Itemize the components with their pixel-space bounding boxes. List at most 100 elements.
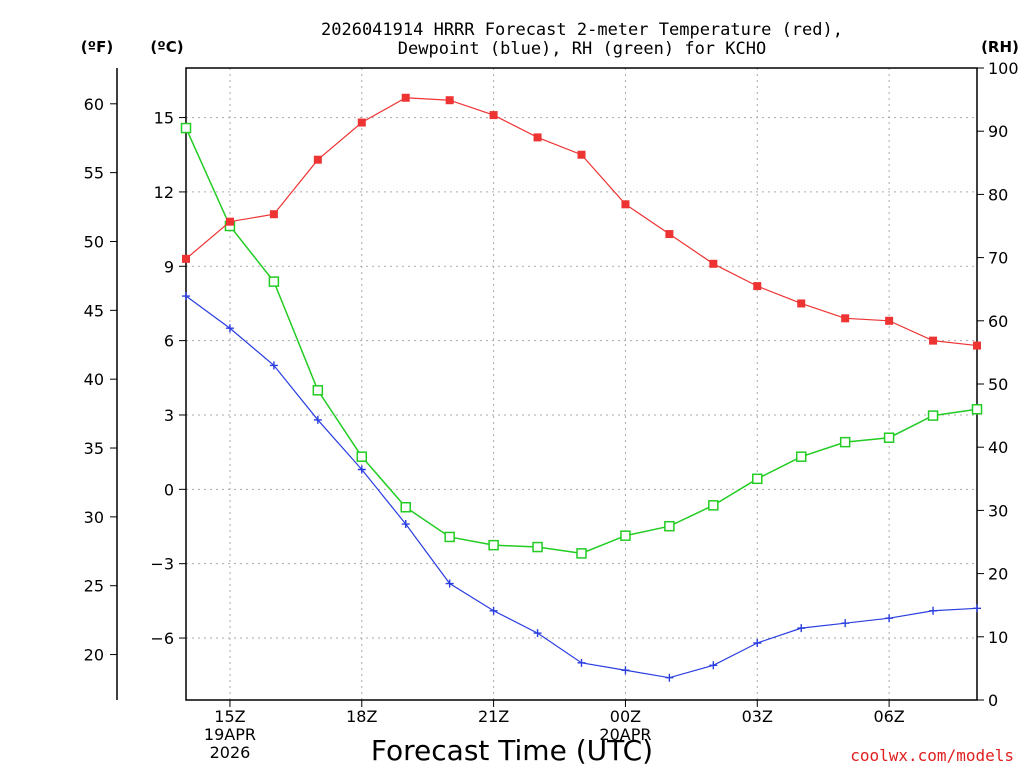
x-tick-label: 00Z — [610, 707, 641, 726]
celsius-tick-label: 3 — [164, 406, 174, 425]
dewpoint-line — [185, 295, 978, 679]
dewpoint-point — [621, 666, 630, 675]
x-tick-label: 20APR — [599, 725, 651, 744]
x-tick-label: 2026 — [210, 743, 251, 762]
dewpoint-point — [973, 604, 981, 613]
rh-point — [752, 473, 763, 485]
rh-point — [795, 451, 807, 462]
rh-point — [400, 501, 411, 513]
credit-text: coolwx.com/models — [850, 746, 1014, 765]
rh-point — [312, 385, 324, 396]
celsius-tick-label: 15 — [154, 109, 174, 128]
celsius-unit-label: (ºC) — [150, 38, 183, 56]
rh-point — [356, 451, 368, 462]
fahrenheit-tick-label: 45 — [84, 301, 104, 320]
rh-unit-label: (RH) — [981, 38, 1019, 56]
dewpoint-point — [313, 415, 322, 424]
rh-tick-label: 30 — [988, 501, 1008, 520]
dewpoint-point — [709, 661, 718, 670]
x-tick-label: 18Z — [346, 707, 377, 726]
fahrenheit-tick-label: 55 — [84, 164, 104, 183]
rh-tick-label: 40 — [988, 438, 1008, 457]
rh-point — [620, 530, 631, 541]
rh-tick-label: 0 — [988, 691, 998, 710]
temperature-point — [313, 155, 322, 164]
temperature-point — [225, 217, 234, 226]
rh-point — [488, 539, 499, 551]
chart-title-line-2: Dewpoint (blue), RH (green) for KCHO — [398, 39, 766, 59]
temperature-point — [841, 314, 850, 323]
temperature-point — [401, 93, 410, 102]
rh-point — [664, 520, 675, 532]
temperature-point — [797, 299, 806, 308]
temperature-series — [182, 93, 981, 350]
temperature-point — [885, 316, 894, 325]
fahrenheit-tick-label: 25 — [84, 577, 104, 596]
dewpoint-point — [357, 465, 366, 474]
rh-tick-label: 100 — [988, 59, 1019, 78]
celsius-tick-label: 6 — [164, 332, 174, 351]
temperature-point — [269, 210, 278, 219]
rh-point — [180, 122, 192, 134]
dewpoint-point — [797, 624, 806, 633]
chart-title-line-1: 2026041914 HRRR Forecast 2-meter Tempera… — [321, 20, 843, 40]
dewpoint-point — [885, 614, 894, 623]
dewpoint-point — [841, 619, 850, 628]
fahrenheit-tick-label: 35 — [84, 439, 104, 458]
plot-frame — [185, 67, 978, 701]
dewpoint-point — [225, 324, 234, 333]
rh-tick-label: 20 — [988, 565, 1008, 584]
temperature-point — [533, 133, 542, 142]
dewpoint-point — [489, 606, 498, 615]
temperature-point — [445, 96, 454, 105]
fahrenheit-unit-label: (ºF) — [81, 38, 113, 56]
fahrenheit-tick-label: 20 — [84, 646, 104, 665]
dewpoint-point — [533, 629, 542, 638]
dewpoint-point — [445, 579, 454, 588]
celsius-tick-label: 9 — [164, 257, 174, 276]
dewpoint-point — [269, 361, 278, 370]
fahrenheit-tick-label: 30 — [84, 508, 104, 527]
rh-point — [576, 548, 587, 559]
temperature-point — [621, 200, 630, 209]
rh-point — [444, 531, 455, 543]
celsius-tick-label: −6 — [150, 629, 174, 648]
fahrenheit-tick-label: 60 — [84, 95, 104, 114]
x-tick-label: 06Z — [873, 707, 904, 726]
rh-point — [708, 500, 719, 511]
x-axis-label: Forecast Time (UTC) — [371, 734, 653, 767]
fahrenheit-tick-label: 40 — [84, 370, 104, 389]
rh-tick-label: 90 — [988, 122, 1008, 141]
rh-tick-label: 80 — [988, 185, 1008, 204]
celsius-tick-label: 0 — [164, 480, 174, 499]
celsius-axis: 15 12 9 6 3 0 −3 −6 — [150, 109, 186, 648]
x-tick-label: 15Z — [214, 707, 245, 726]
celsius-tick-label: 12 — [154, 183, 174, 202]
dewpoint-point — [753, 638, 762, 647]
temperature-point — [577, 150, 586, 159]
fahrenheit-axis: 60 55 50 45 40 35 30 25 20 — [84, 95, 117, 665]
dewpoint-point — [401, 520, 410, 529]
temperature-line — [185, 97, 978, 347]
dewpoint-point — [182, 292, 190, 301]
rh-point — [839, 436, 851, 448]
x-tick-label: 19APR — [204, 725, 256, 744]
rh-point — [532, 541, 543, 553]
dewpoint-series — [182, 292, 981, 682]
temperature-point — [973, 341, 981, 350]
fahrenheit-tick-label: 50 — [84, 232, 104, 251]
rh-point — [883, 432, 895, 443]
x-tick-label: 21Z — [478, 707, 509, 726]
rh-point — [268, 276, 280, 287]
temperature-point — [753, 282, 762, 291]
rh-tick-label: 70 — [988, 249, 1008, 268]
temperature-point — [489, 111, 498, 120]
grid-lines — [186, 68, 977, 700]
celsius-tick-label: −3 — [150, 555, 174, 574]
rh-point — [927, 410, 939, 421]
temperature-point — [709, 259, 718, 268]
dewpoint-point — [577, 658, 586, 667]
